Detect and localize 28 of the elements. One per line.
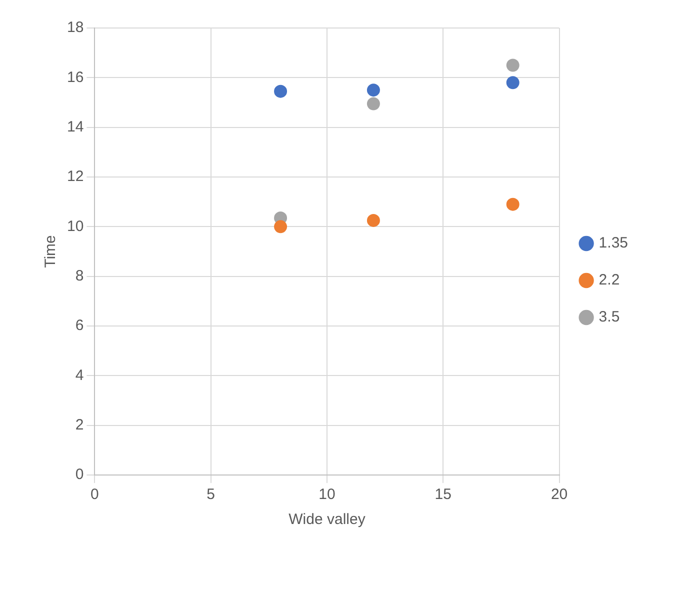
x-tick-label: 15 [434, 486, 452, 504]
y-tick-label: 2 [75, 416, 84, 434]
legend-label: 1.35 [598, 234, 628, 252]
x-tick-label: 5 [206, 486, 216, 504]
point [506, 198, 520, 211]
point [274, 84, 288, 98]
point [366, 97, 380, 110]
y-tick-label: 18 [66, 19, 84, 36]
y-tick-label: 12 [66, 168, 84, 186]
x-tick-label: 10 [318, 486, 336, 504]
y-tick-label: 14 [66, 118, 84, 136]
y-tick-label: 16 [66, 68, 84, 86]
legend-label: 3.5 [598, 308, 620, 326]
y-tick-label: 10 [66, 218, 84, 235]
x-tick-label: 20 [550, 486, 568, 504]
y-tick-label: 4 [75, 366, 84, 384]
y-axis-title: Time [42, 235, 60, 268]
x-axis-title: Wide valley [288, 511, 366, 528]
y-tick-label: 8 [75, 267, 84, 284]
point [366, 84, 380, 97]
x-tick-label: 0 [90, 486, 99, 504]
legend-label: 2.2 [598, 272, 620, 289]
y-tick-label: 6 [75, 317, 84, 334]
point [366, 214, 380, 227]
point [506, 58, 520, 72]
y-tick-label: 0 [75, 466, 84, 484]
point [506, 76, 520, 90]
point [274, 220, 288, 234]
